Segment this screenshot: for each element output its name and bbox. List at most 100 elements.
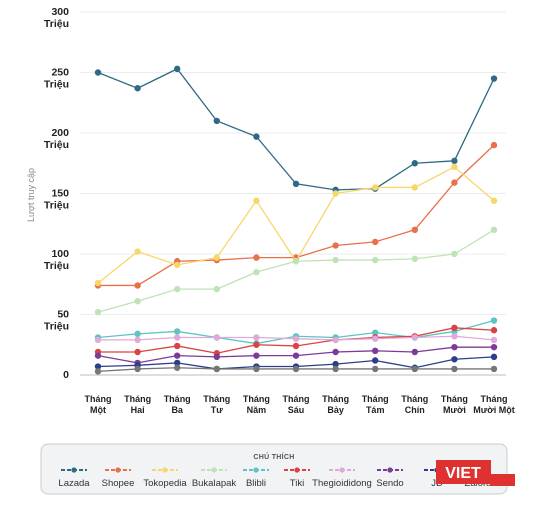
- legend-item: Blibli: [243, 467, 269, 489]
- y-tick-text: Triệu: [44, 18, 69, 30]
- y-tick-text: Triệu: [44, 260, 69, 272]
- data-point: [174, 65, 181, 73]
- data-point: [253, 341, 260, 348]
- y-tick-text: Triệu: [44, 321, 69, 333]
- data-point: [134, 297, 141, 305]
- legend-label: Sendo: [376, 478, 403, 489]
- x-tick-text: Tháng: [164, 394, 191, 404]
- data-point: [253, 197, 260, 204]
- data-point: [213, 334, 220, 341]
- data-point: [292, 342, 300, 350]
- data-point: [332, 348, 339, 356]
- data-point: [332, 360, 339, 368]
- legend-label: Thegioididong: [312, 478, 372, 489]
- x-tick-label: Tháng Ba: [164, 394, 191, 415]
- x-tick-text: Tháng: [441, 394, 468, 404]
- x-tick-text: Tư: [211, 405, 223, 415]
- data-point: [213, 353, 220, 361]
- data-point: [213, 117, 220, 125]
- logo-bg: [436, 460, 491, 484]
- series-shopee: [94, 141, 498, 289]
- data-point: [174, 285, 181, 293]
- x-tick-text: Tháng: [322, 394, 349, 404]
- legend-item: Sendo: [376, 467, 404, 489]
- data-point: [213, 365, 220, 373]
- data-point: [411, 184, 418, 191]
- x-tick-text: Tháng: [362, 394, 389, 404]
- series-zalora: [94, 364, 498, 375]
- data-point: [253, 365, 260, 373]
- data-point: [451, 179, 458, 186]
- data-point: [174, 261, 181, 269]
- x-tick-text: Tháng: [243, 394, 270, 404]
- y-tick-label: 250 Triệu: [44, 67, 69, 91]
- legend-swatch-dot: [294, 467, 300, 473]
- data-point: [94, 368, 102, 375]
- legend-label: Tiki: [290, 478, 304, 489]
- y-tick-text: 250: [51, 67, 69, 79]
- data-point: [490, 336, 498, 344]
- legend: CHÚ THÍCH Lazada Shopee Tokopedia Bukalapak…: [40, 443, 508, 495]
- grid-lines: [80, 11, 506, 376]
- data-point: [213, 285, 220, 293]
- y-tick-text: Triệu: [44, 200, 69, 212]
- x-tick-text: Hai: [131, 405, 145, 415]
- legend-item: Shopee: [102, 467, 135, 489]
- x-tick-label: Tháng Tám: [362, 394, 389, 415]
- x-tick-text: Mười: [443, 405, 466, 415]
- data-point: [332, 256, 339, 264]
- x-tick-text: Năm: [247, 405, 267, 415]
- series-lazada: [94, 65, 498, 194]
- legend-label: Lazada: [58, 478, 90, 489]
- x-tick-label: Tháng Năm: [243, 394, 270, 415]
- data-point: [174, 328, 181, 335]
- data-point: [174, 342, 181, 350]
- data-point: [174, 334, 181, 341]
- data-point: [174, 359, 181, 367]
- x-tick-label: Tháng Bảy: [322, 394, 349, 415]
- data-point: [94, 308, 102, 316]
- y-tick-text: Triệu: [44, 79, 69, 91]
- legend-label: Bukalapak: [192, 478, 237, 489]
- data-point: [490, 75, 498, 82]
- x-tick-label: Tháng Một: [85, 394, 112, 415]
- data-point: [490, 226, 498, 233]
- series-bukalapak: [94, 226, 498, 316]
- x-tick-text: Tháng: [283, 394, 310, 404]
- data-point: [411, 334, 418, 341]
- data-point: [94, 363, 102, 370]
- data-point: [372, 347, 379, 354]
- legend-swatch-dot: [162, 467, 168, 473]
- y-tick-text: 200: [51, 127, 69, 139]
- x-tick-text: Chín: [405, 405, 425, 415]
- data-point: [490, 197, 498, 204]
- x-tick-text: Tháng: [85, 394, 112, 404]
- legend-swatch-dot: [71, 467, 77, 473]
- data-point: [451, 365, 458, 373]
- logo-tag: [491, 474, 515, 486]
- legend-swatch-dot: [253, 467, 259, 473]
- y-tick-text: 300: [51, 6, 69, 18]
- data-point: [411, 255, 418, 263]
- legend-label: Tokopedia: [143, 478, 187, 489]
- data-point: [292, 258, 300, 265]
- x-tick-label: Tháng Chín: [401, 394, 428, 415]
- data-point: [94, 352, 102, 359]
- data-point: [372, 365, 379, 373]
- series-lines: [94, 65, 498, 375]
- data-point: [411, 226, 418, 233]
- data-point: [490, 353, 498, 361]
- data-point: [94, 69, 102, 76]
- legend-swatch-dot: [387, 467, 393, 473]
- data-point: [372, 329, 379, 336]
- data-point: [292, 365, 300, 373]
- legend-swatch-dot: [211, 467, 217, 473]
- data-point: [174, 364, 181, 371]
- data-point: [253, 268, 260, 276]
- data-point: [292, 352, 300, 359]
- legend-label: Shopee: [102, 478, 135, 489]
- x-tick-text: Mười Một: [473, 405, 514, 415]
- logo-text: VIET: [445, 465, 481, 482]
- data-point: [451, 163, 458, 171]
